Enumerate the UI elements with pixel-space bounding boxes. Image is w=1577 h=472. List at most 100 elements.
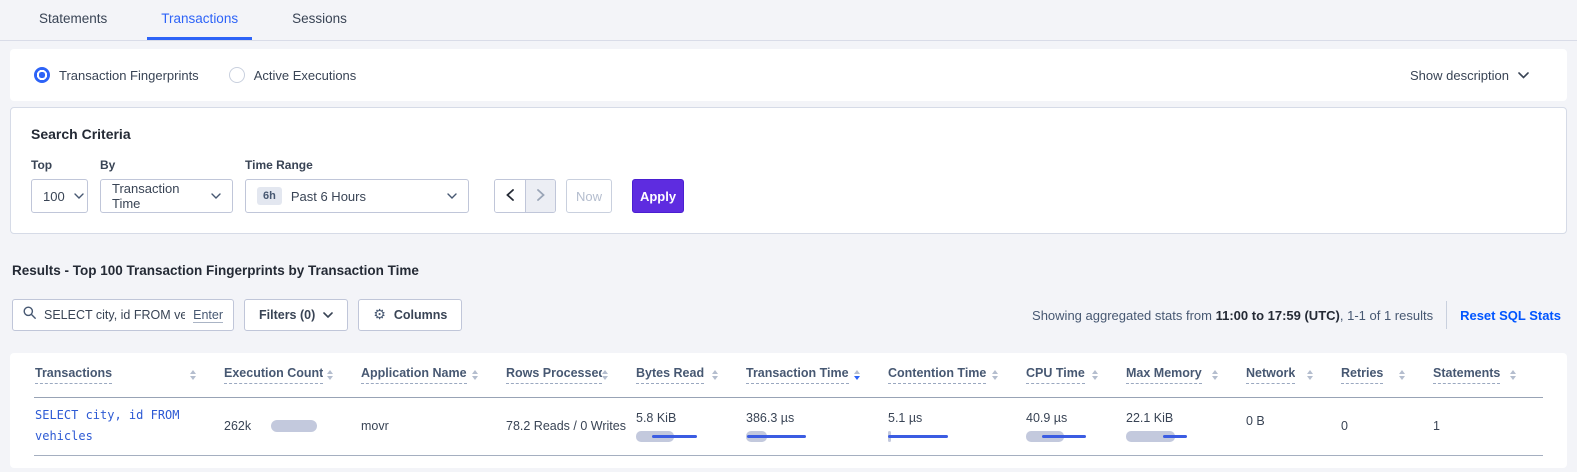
- search-icon: [23, 306, 36, 324]
- top-select[interactable]: 100: [31, 179, 88, 213]
- cell-statements: 1: [1433, 419, 1440, 433]
- bytes-read-bar: [636, 430, 708, 442]
- now-button[interactable]: Now: [566, 179, 612, 213]
- time-range-select[interactable]: 6h Past 6 Hours: [245, 179, 469, 213]
- top-field: Top 100: [31, 158, 88, 213]
- sort-icon: [1510, 369, 1516, 380]
- radio-active-executions[interactable]: Active Executions: [228, 67, 357, 83]
- search-enter-hint[interactable]: Enter: [193, 307, 223, 323]
- cell-application-name: movr: [361, 419, 389, 433]
- tab-sessions[interactable]: Sessions: [292, 11, 347, 26]
- time-range-badge: 6h: [257, 187, 282, 205]
- column-header-retries[interactable]: Retries: [1340, 353, 1432, 397]
- time-range-label: Time Range: [245, 158, 313, 172]
- sort-icon: [1307, 369, 1313, 380]
- max-memory-bar: [1126, 430, 1198, 442]
- by-select-value: Transaction Time: [112, 181, 180, 211]
- statement-search-box[interactable]: Enter: [12, 299, 234, 331]
- time-range-arrows: [494, 179, 556, 213]
- column-header-application-name[interactable]: Application Name: [360, 353, 505, 397]
- sort-icon: [190, 369, 196, 380]
- radio-selected-icon: [34, 67, 50, 83]
- cell-execution-count: 262k: [223, 397, 360, 455]
- search-input[interactable]: [44, 308, 186, 322]
- column-header-network[interactable]: Network: [1245, 353, 1340, 397]
- chevron-down-icon: [447, 193, 457, 199]
- cell-rows-processed: 78.2 Reads / 0 Writes: [506, 419, 626, 433]
- chevron-down-icon: [74, 193, 84, 199]
- by-field: By Transaction Time: [100, 158, 233, 213]
- transaction-fingerprint-link[interactable]: SELECT city, id FROM vehicles: [35, 408, 180, 443]
- column-header-transaction-time[interactable]: Transaction Time: [745, 353, 887, 397]
- time-range-field: Time Range 6h Past 6 Hours: [245, 158, 469, 213]
- radio-label: Active Executions: [253, 67, 357, 83]
- sort-icon: [602, 369, 608, 380]
- sort-icon: [992, 369, 998, 380]
- chevron-left-icon: [506, 188, 514, 204]
- transactions-table: Transactions Execution Count Application…: [34, 353, 1543, 456]
- chevron-down-icon: [323, 312, 334, 318]
- cell-contention-time: 5.1 µs: [887, 397, 1025, 455]
- contention-time-bar: [888, 430, 960, 442]
- stats-time-range: 11:00 to 17:59 (UTC): [1215, 307, 1340, 323]
- apply-button[interactable]: Apply: [632, 179, 684, 213]
- column-header-rows-processed[interactable]: Rows Processed: [505, 353, 635, 397]
- results-table-card: Transactions Execution Count Application…: [10, 353, 1567, 468]
- time-range-next-button[interactable]: [525, 180, 555, 212]
- cell-retries: 0: [1341, 419, 1348, 433]
- reset-sql-stats-link[interactable]: Reset SQL Stats: [1460, 307, 1561, 323]
- tab-statements[interactable]: Statements: [39, 11, 108, 26]
- gear-icon: ⚙: [373, 307, 386, 323]
- columns-button[interactable]: ⚙ Columns: [358, 299, 463, 331]
- column-header-contention-time[interactable]: Contention Time: [887, 353, 1025, 397]
- filters-button[interactable]: Filters (0): [244, 299, 349, 331]
- time-range-value: Past 6 Hours: [290, 188, 366, 204]
- cell-network: 0 B: [1246, 413, 1265, 428]
- sort-icon: [1399, 369, 1405, 380]
- cell-max-memory: 22.1 KiB: [1125, 397, 1245, 455]
- cell-transaction-fingerprint: SELECT city, id FROM vehicles: [34, 397, 223, 455]
- tab-transactions[interactable]: Transactions: [147, 11, 253, 40]
- radio-transaction-fingerprints[interactable]: Transaction Fingerprints: [34, 67, 199, 83]
- search-criteria-panel: Search Criteria Top 100 By Transaction T…: [10, 107, 1567, 234]
- column-header-transactions[interactable]: Transactions: [34, 353, 223, 397]
- column-header-max-memory[interactable]: Max Memory: [1125, 353, 1245, 397]
- chevron-down-icon: [1518, 71, 1529, 79]
- cell-cpu-time: 40.9 µs: [1025, 397, 1125, 455]
- top-label: Top: [31, 158, 53, 172]
- column-header-statements[interactable]: Statements: [1432, 353, 1543, 397]
- transaction-time-bar: [746, 430, 818, 442]
- sort-icon: [1092, 369, 1098, 380]
- time-range-prev-button[interactable]: [495, 180, 525, 212]
- show-description-label: Show description: [1410, 67, 1509, 83]
- results-controls: Enter Filters (0) ⚙ Columns Showing aggr…: [12, 299, 1565, 331]
- column-header-cpu-time[interactable]: CPU Time: [1025, 353, 1125, 397]
- sort-icon: [472, 369, 478, 380]
- chevron-down-icon: [211, 193, 221, 199]
- page-tabs: Statements Transactions Sessions: [0, 0, 1577, 41]
- cpu-time-bar: [1026, 430, 1098, 442]
- sort-icon: [1212, 369, 1218, 380]
- table-row: SELECT city, id FROM vehicles 262k movr …: [34, 397, 1543, 455]
- column-header-execution-count[interactable]: Execution Count: [223, 353, 360, 397]
- by-select[interactable]: Transaction Time: [100, 179, 233, 213]
- cell-transaction-time: 386.3 µs: [745, 397, 887, 455]
- table-header-row: Transactions Execution Count Application…: [34, 353, 1543, 397]
- view-mode-card: Transaction Fingerprints Active Executio…: [10, 49, 1567, 101]
- top-select-value: 100: [43, 188, 65, 204]
- sort-icon: [854, 369, 860, 380]
- execution-count-bar: [271, 420, 319, 432]
- radio-unselected-icon: [228, 67, 245, 83]
- results-title: Results - Top 100 Transaction Fingerprin…: [12, 263, 419, 278]
- by-label: By: [100, 158, 116, 172]
- columns-label: Columns: [393, 308, 448, 322]
- chevron-right-icon: [536, 188, 545, 204]
- column-header-bytes-read[interactable]: Bytes Read: [635, 353, 745, 397]
- vertical-divider: [1446, 301, 1448, 329]
- sort-icon: [712, 369, 718, 380]
- search-criteria-title: Search Criteria: [31, 126, 131, 142]
- filters-label: Filters (0): [259, 308, 316, 322]
- aggregated-stats-text: Showing aggregated stats from 11:00 to 1…: [1032, 307, 1434, 323]
- cell-bytes-read: 5.8 KiB: [635, 397, 745, 455]
- show-description-toggle[interactable]: Show description: [1410, 68, 1543, 83]
